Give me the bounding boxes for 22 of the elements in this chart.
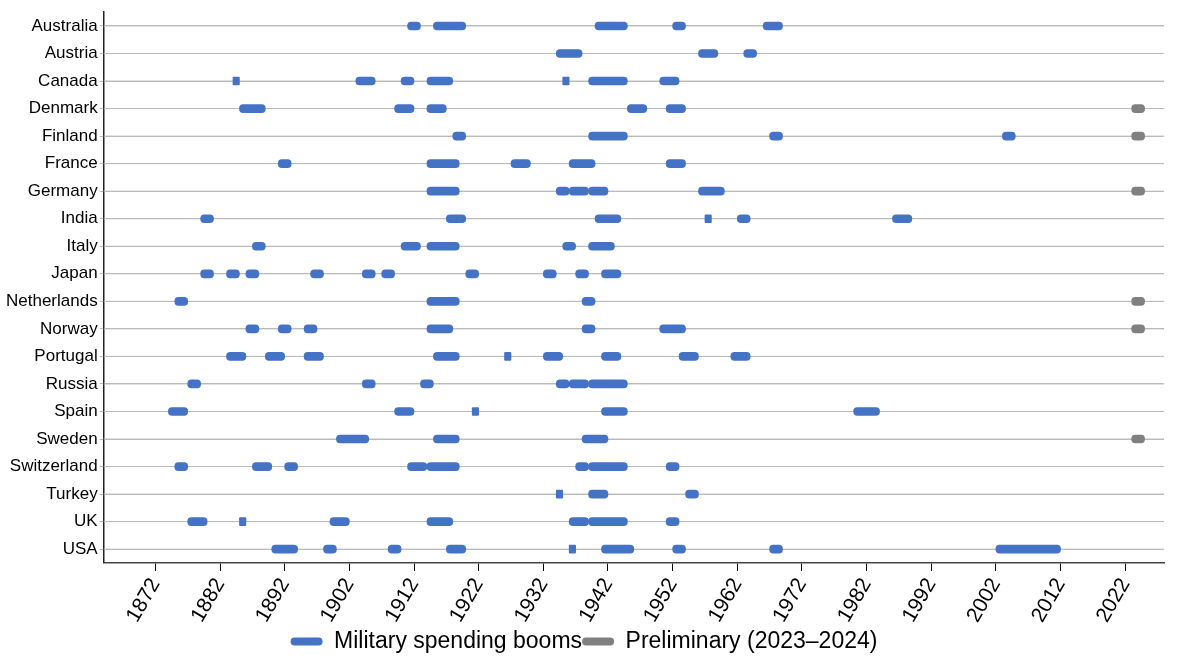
y-tick-label: Denmark: [28, 98, 99, 118]
y-tick-label: Germany: [27, 180, 99, 200]
y-tick-label: France: [44, 153, 98, 173]
y-tick-label: Switzerland: [9, 456, 98, 476]
y-tick-label: Australia: [31, 15, 99, 35]
y-tick-label: India: [60, 208, 99, 228]
legend-label: Military spending booms: [334, 626, 583, 653]
y-tick-label: USA: [62, 538, 99, 558]
y-tick-label: Norway: [40, 318, 99, 338]
y-tick-label: Austria: [44, 43, 99, 63]
y-tick-label: Spain: [54, 401, 98, 421]
y-tick-label: Portugal: [34, 346, 98, 366]
y-tick-label: UK: [74, 511, 99, 531]
y-tick-label: Russia: [45, 373, 99, 393]
y-tick-label: Italy: [66, 235, 99, 255]
y-tick-label: Finland: [41, 125, 98, 145]
legend-label: Preliminary (2023–2024): [625, 626, 878, 653]
y-tick-label: Sweden: [36, 428, 98, 448]
y-tick-label: Canada: [38, 70, 99, 90]
y-tick-label: Japan: [51, 263, 98, 283]
y-tick-label: Turkey: [46, 483, 99, 503]
y-tick-label: Netherlands: [5, 291, 98, 311]
